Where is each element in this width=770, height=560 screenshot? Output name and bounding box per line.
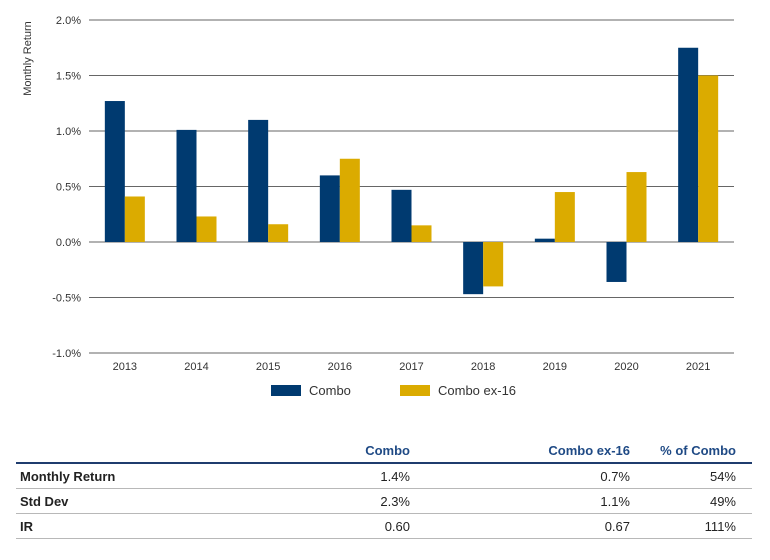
table-header-blank <box>16 438 236 464</box>
row-label: IR <box>16 513 236 539</box>
bar-combo-ex16-2021 <box>698 75 719 242</box>
bar-combo-2019 <box>534 238 555 242</box>
bar-combo-2014 <box>176 129 197 242</box>
y-tick-label: -0.5% <box>52 293 81 305</box>
stats-table: Combo Combo ex-16 % of Combo Monthly Ret… <box>16 438 752 539</box>
y-tick-label: 0.5% <box>56 182 81 194</box>
x-tick-label: 2013 <box>113 361 137 373</box>
cell-value: 0.67 <box>426 513 646 539</box>
table-header-row: Combo Combo ex-16 % of Combo <box>16 438 752 464</box>
chart-legend: Combo Combo ex-16 <box>0 383 770 403</box>
x-tick-label: 2020 <box>614 361 638 373</box>
cell-value: 1.1% <box>426 488 646 514</box>
bar-combo-2016 <box>319 175 340 242</box>
legend-swatch-combo-ex16 <box>400 385 430 396</box>
bar-combo-2015 <box>248 119 269 242</box>
table-header-combo-ex16: Combo ex-16 <box>426 438 646 464</box>
legend-label-combo: Combo <box>309 383 351 398</box>
table-header-pct-of-combo: % of Combo <box>646 438 752 464</box>
legend-swatch-combo <box>271 385 301 396</box>
y-axis-label: Monthly Return <box>22 21 34 96</box>
x-tick-label: 2014 <box>184 361 208 373</box>
x-tick-label: 2015 <box>256 361 280 373</box>
y-tick-label: 1.5% <box>56 71 81 83</box>
legend-item-combo: Combo <box>271 383 351 398</box>
row-label: Std Dev <box>16 488 236 514</box>
table-row: Monthly Return 1.4% 0.7% 54% <box>16 463 752 489</box>
bar-combo-ex16-2015 <box>268 224 289 242</box>
x-tick-label: 2019 <box>543 361 567 373</box>
x-tick-label: 2017 <box>399 361 423 373</box>
legend-label-combo-ex16: Combo ex-16 <box>438 383 517 398</box>
bar-combo-ex16-2013 <box>124 196 145 242</box>
bar-combo-2013 <box>104 101 125 242</box>
legend-item-combo-ex16: Combo ex-16 <box>400 383 516 398</box>
bar-combo-2018 <box>463 242 484 295</box>
bar-combo-ex16-2016 <box>339 158 360 242</box>
cell-value: 0.60 <box>236 513 426 539</box>
y-tick-label: 2.0% <box>56 15 81 27</box>
x-tick-label: 2021 <box>686 361 710 373</box>
y-tick-label: -1.0% <box>52 348 81 360</box>
cell-value: 49% <box>646 488 752 514</box>
row-label: Monthly Return <box>16 463 236 489</box>
bar-combo-ex16-2014 <box>196 216 217 242</box>
bar-combo-ex16-2017 <box>411 225 432 242</box>
table-row: IR 0.60 0.67 111% <box>16 513 752 539</box>
x-tick-label: 2016 <box>328 361 352 373</box>
bar-combo-2017 <box>391 189 412 242</box>
bar-combo-ex16-2018 <box>483 242 504 287</box>
cell-value: 1.4% <box>236 463 426 489</box>
table-row: Std Dev 2.3% 1.1% 49% <box>16 488 752 514</box>
cell-value: 0.7% <box>426 463 646 489</box>
x-tick-label: 2018 <box>471 361 495 373</box>
bar-combo-2021 <box>678 47 699 242</box>
bar-combo-ex16-2019 <box>554 192 575 242</box>
cell-value: 54% <box>646 463 752 489</box>
cell-value: 111% <box>646 513 752 539</box>
y-tick-label: 0.0% <box>56 237 81 249</box>
bar-combo-ex16-2020 <box>626 172 647 242</box>
bar-combo-2020 <box>606 242 627 282</box>
table-header-combo: Combo <box>236 438 426 464</box>
bar-chart: 2.0% 1.5% 1.0% 0.5% 0.0% -0.5% -1.0% Monthly Re… <box>22 15 734 373</box>
cell-value: 2.3% <box>236 488 426 514</box>
y-tick-label: 1.0% <box>56 126 81 138</box>
